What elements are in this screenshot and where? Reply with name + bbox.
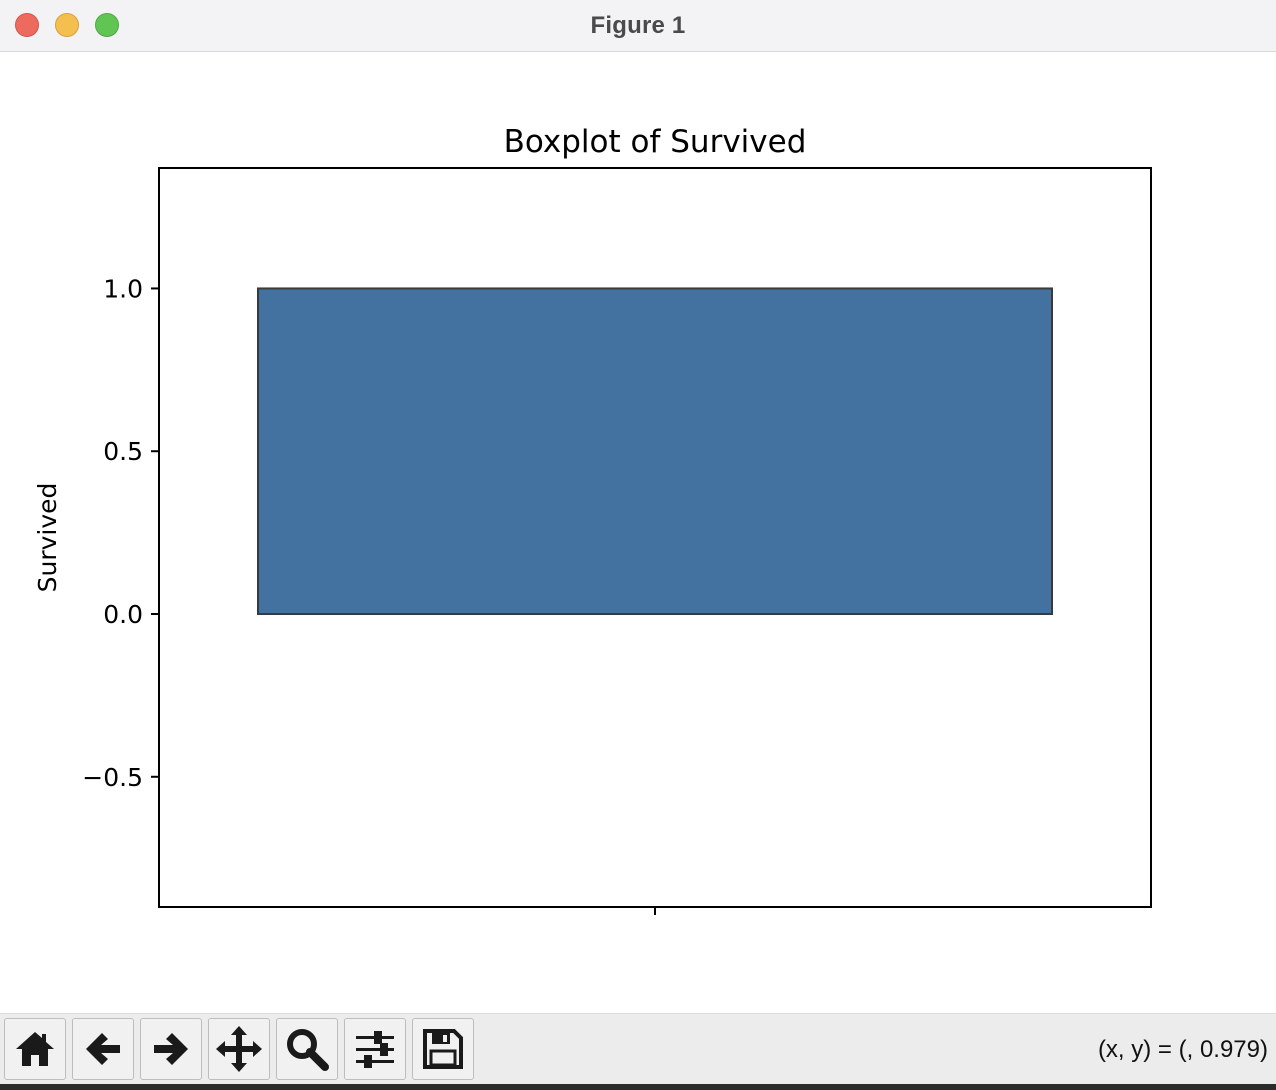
box-body xyxy=(257,287,1053,616)
floppy-disk-icon xyxy=(423,1029,463,1069)
home-icon xyxy=(16,1032,54,1066)
arrow-left-icon xyxy=(86,1033,120,1065)
close-window-button[interactable] xyxy=(15,13,39,37)
boxplot-chart: −0.5 0.0 0.5 1.0 Boxplot of Survived Survived xyxy=(33,124,1152,915)
magnifier-icon xyxy=(287,1029,329,1071)
y-tick-label: 0.5 xyxy=(103,437,143,466)
back-button[interactable] xyxy=(72,1018,134,1080)
figure-canvas[interactable]: −0.5 0.0 0.5 1.0 Boxplot of Survived Survived xyxy=(0,53,1276,1013)
minimize-window-button[interactable] xyxy=(55,13,79,37)
chart-title: Boxplot of Survived xyxy=(504,124,807,160)
navigation-toolbar: (x, y) = (, 0.979) xyxy=(0,1013,1276,1090)
arrow-right-icon xyxy=(154,1033,188,1065)
move-icon xyxy=(216,1026,262,1072)
title-bar: Figure 1 xyxy=(0,0,1276,52)
cursor-coordinates: (x, y) = (, 0.979) xyxy=(1097,1036,1268,1063)
configure-subplots-button[interactable] xyxy=(344,1018,406,1080)
y-tick-label: 1.0 xyxy=(103,274,143,303)
window-bottom-edge xyxy=(0,1084,1276,1090)
y-tick-label: −0.5 xyxy=(82,763,143,792)
forward-button[interactable] xyxy=(140,1018,202,1080)
y-tick-label: 0.0 xyxy=(103,600,143,629)
zoom-button[interactable] xyxy=(276,1018,338,1080)
save-button[interactable] xyxy=(412,1018,474,1080)
window-title: Figure 1 xyxy=(590,12,686,39)
y-axis-label: Survived xyxy=(33,483,62,593)
sliders-icon xyxy=(356,1031,394,1068)
maximize-window-button[interactable] xyxy=(95,13,119,37)
pan-button[interactable] xyxy=(208,1018,270,1080)
home-button[interactable] xyxy=(4,1018,66,1080)
